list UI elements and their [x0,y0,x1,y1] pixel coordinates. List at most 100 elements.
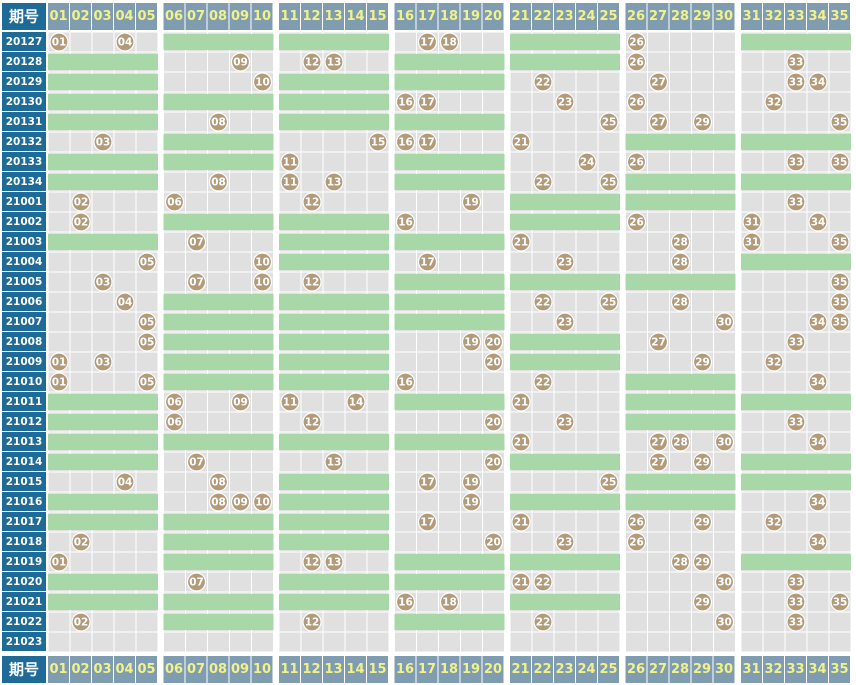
number-ball [71,612,91,632]
grid-cell [394,411,417,433]
number-ball [577,152,597,172]
grid-cell [482,91,505,113]
grid-cell [300,391,324,413]
number-ball [186,272,207,292]
grid-cell [69,371,93,393]
grid-cell [575,71,599,93]
number-ball-label: 02 [74,217,89,229]
number-ball [648,112,669,132]
number-ball-label: 13 [327,457,342,469]
number-ball-label: 28 [673,237,688,249]
top-col-label-20: 20 [484,9,502,24]
grid-cell [394,531,417,553]
top-col-label-31: 31 [742,9,760,24]
table-row: 21015 04 08 17 19 25 [2,471,852,493]
number-ball [533,172,553,192]
grid-cell [460,211,483,233]
empty-zone-band-7 [741,394,851,410]
top-col-header-02 [70,3,91,30]
grid-cell [647,551,670,573]
period-cell [2,212,46,231]
grid-cell [366,191,390,213]
empty-zone-band-2 [163,354,274,370]
empty-zone-band-1 [48,234,158,250]
number-ball-label: 19 [464,477,479,489]
grid-cell [597,131,621,153]
number-ball [439,32,460,52]
empty-zone-band-4 [394,54,505,70]
bottom-col-header-01 [48,656,69,683]
grid-cell [416,491,439,513]
number-ball-label: 23 [558,317,573,329]
empty-zone-band-1 [48,454,158,470]
number-ball [670,552,691,572]
grid-cell [669,531,692,553]
grid-cell [531,431,555,453]
top-col-label-06: 06 [165,9,183,24]
number-ball [186,452,207,472]
number-ball-label: 30 [717,617,732,629]
empty-zone-band-1 [48,494,158,510]
number-ball-label: 03 [96,277,111,289]
number-ball-label: 35 [833,117,848,129]
number-ball [511,132,531,152]
grid-cell [575,371,599,393]
grid-cell [553,631,577,653]
top-col-header-08 [207,3,229,30]
grid-cell [113,211,137,233]
period-cell [2,32,46,51]
period-cell [2,612,46,631]
number-ball-label: 20 [486,337,501,349]
grid-cell [69,631,93,653]
grid-cell [509,311,533,333]
number-ball [395,92,416,112]
bottom-col-header-30 [713,656,735,683]
grid-cell [344,611,368,633]
grid-cell [740,291,764,313]
number-ball [164,392,185,412]
grid-cell [91,211,115,233]
number-ball-label: 32 [767,97,782,109]
grid-cell [113,371,137,393]
period-cell [2,552,46,571]
period-label: 21006 [6,296,43,308]
grid-cell [713,451,736,473]
number-ball-label: 26 [629,37,644,49]
grid-cell [625,431,648,453]
number-ball-label: 10 [255,497,270,509]
grid-cell [828,211,852,233]
number-ball [324,52,344,72]
grid-cell [669,351,692,373]
table-row: 21014 07 13 20 27 29 [2,451,852,473]
grid-cell [828,431,852,453]
empty-zone-band-5 [510,54,620,70]
number-ball-label: 23 [558,417,573,429]
number-ball [324,452,344,472]
grid-cell [366,631,390,653]
grid-cell [625,111,648,133]
grid-cell [460,131,483,153]
grid-cell [69,351,93,373]
period-cell [2,292,46,311]
bottom-col-header-24 [576,656,597,683]
number-ball-label: 04 [118,37,133,49]
grid-cell [278,191,302,213]
grid-cell [669,51,692,73]
top-col-label-01: 01 [49,9,67,24]
period-cell [2,472,46,491]
grid-cell [762,51,786,73]
grid-cell [366,171,390,193]
grid-cell [460,511,483,533]
number-ball-label: 33 [789,77,804,89]
number-ball-label: 34 [811,77,826,89]
number-ball-label: 07 [189,237,204,249]
number-ball [648,432,669,452]
grid-cell [597,91,621,113]
number-ball-label: 22 [536,77,551,89]
grid-cell [669,331,692,353]
number-ball [599,112,619,132]
grid-cell [482,631,505,653]
number-ball [252,252,273,272]
number-ball-label: 26 [629,97,644,109]
grid-cell [762,631,786,653]
